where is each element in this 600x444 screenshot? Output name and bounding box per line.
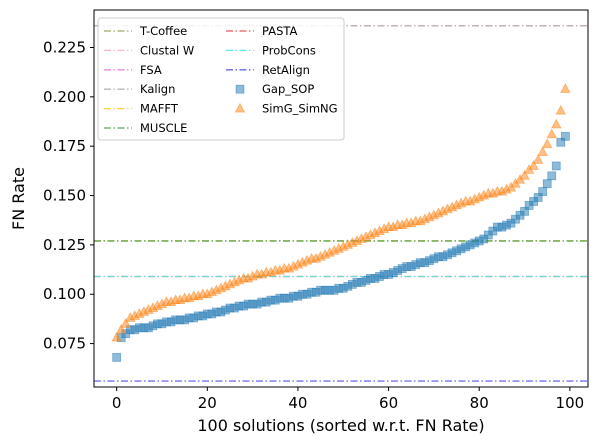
legend-item-gap-sop: Gap_SOP bbox=[235, 82, 314, 96]
data-point bbox=[547, 171, 557, 181]
y-tick-label: 0.225 bbox=[43, 39, 86, 57]
legend-label: MAFFT bbox=[140, 102, 179, 116]
y-tick-label: 0.125 bbox=[43, 236, 86, 254]
data-point bbox=[115, 323, 127, 334]
y-tick-label: 0.150 bbox=[43, 187, 86, 205]
legend: T-Coffee Clustal W FSA Kalign MAFFT MUSCLE PAS… bbox=[97, 17, 345, 141]
legend-label: MUSCLE bbox=[140, 121, 187, 135]
legend-item-t-coffee: T-Coffee bbox=[104, 24, 187, 38]
data-series bbox=[111, 83, 571, 362]
data-point bbox=[532, 154, 544, 164]
legend-swatch bbox=[235, 84, 245, 94]
legend-item-fsa: FSA bbox=[104, 63, 162, 77]
legend-label: Clustal W bbox=[140, 43, 194, 57]
y-tick-label: 0.175 bbox=[43, 137, 86, 155]
data-point bbox=[542, 179, 552, 189]
data-point bbox=[560, 83, 571, 93]
data-point bbox=[519, 169, 530, 180]
y-tick-label: 0.075 bbox=[43, 335, 86, 353]
legend-item-mafft: MAFFT bbox=[104, 102, 179, 116]
legend-label: ProbCons bbox=[262, 43, 316, 57]
legend-swatch bbox=[234, 102, 246, 113]
y-axis-label: FN Rate bbox=[9, 167, 28, 230]
legend-label: Gap_SOP bbox=[262, 82, 314, 96]
legend-label: RetAlign bbox=[262, 63, 310, 77]
x-tick-label: 20 bbox=[198, 394, 217, 412]
plot-frame bbox=[93, 9, 589, 388]
legend-item-simg-simng: SimG_SimNG bbox=[234, 102, 338, 116]
data-point bbox=[546, 128, 558, 139]
legend-item-probcons: ProbCons bbox=[226, 43, 316, 57]
legend-label: T-Coffee bbox=[139, 24, 187, 38]
data-point bbox=[111, 331, 122, 342]
x-tick-label: 80 bbox=[470, 394, 489, 412]
data-point bbox=[551, 118, 562, 129]
x-axis: 0 20 40 60 80 100 bbox=[112, 387, 584, 412]
data-point bbox=[537, 146, 548, 157]
x-axis-label: 100 solutions (sorted w.r.t. FN Rate) bbox=[197, 416, 484, 435]
x-tick-label: 0 bbox=[112, 394, 122, 412]
data-point bbox=[556, 137, 566, 147]
data-point bbox=[560, 131, 570, 141]
legend-box bbox=[97, 17, 345, 141]
data-point bbox=[528, 160, 539, 170]
data-point bbox=[555, 104, 567, 115]
data-point bbox=[120, 317, 131, 328]
data-point bbox=[538, 187, 548, 196]
legend-item-pasta: PASTA bbox=[226, 24, 297, 38]
x-tick-label: 100 bbox=[556, 394, 585, 412]
legend-item-clustal-w: Clustal W bbox=[104, 43, 194, 57]
x-tick-label: 40 bbox=[288, 394, 307, 412]
data-point bbox=[533, 193, 543, 202]
legend-label: SimG_SimNG bbox=[262, 102, 338, 116]
y-tick-label: 0.100 bbox=[43, 285, 86, 303]
data-point bbox=[541, 138, 553, 149]
y-axis: 0.075 0.100 0.125 0.150 0.175 0.200 0.225 bbox=[43, 39, 94, 353]
y-tick-label: 0.200 bbox=[43, 88, 86, 106]
series-simg-simng bbox=[111, 83, 571, 342]
legend-label: FSA bbox=[140, 63, 162, 77]
legend-label: PASTA bbox=[262, 24, 297, 38]
x-tick-label: 60 bbox=[379, 394, 398, 412]
legend-label: Kalign bbox=[140, 82, 175, 96]
data-point bbox=[520, 206, 529, 216]
data-point bbox=[112, 352, 122, 362]
series-gap-sop bbox=[112, 131, 570, 362]
data-point bbox=[551, 161, 561, 171]
legend-item-kalign: Kalign bbox=[104, 82, 175, 96]
legend-item-retalign: RetAlign bbox=[226, 63, 310, 77]
legend-item-muscle: MUSCLE bbox=[104, 121, 187, 135]
